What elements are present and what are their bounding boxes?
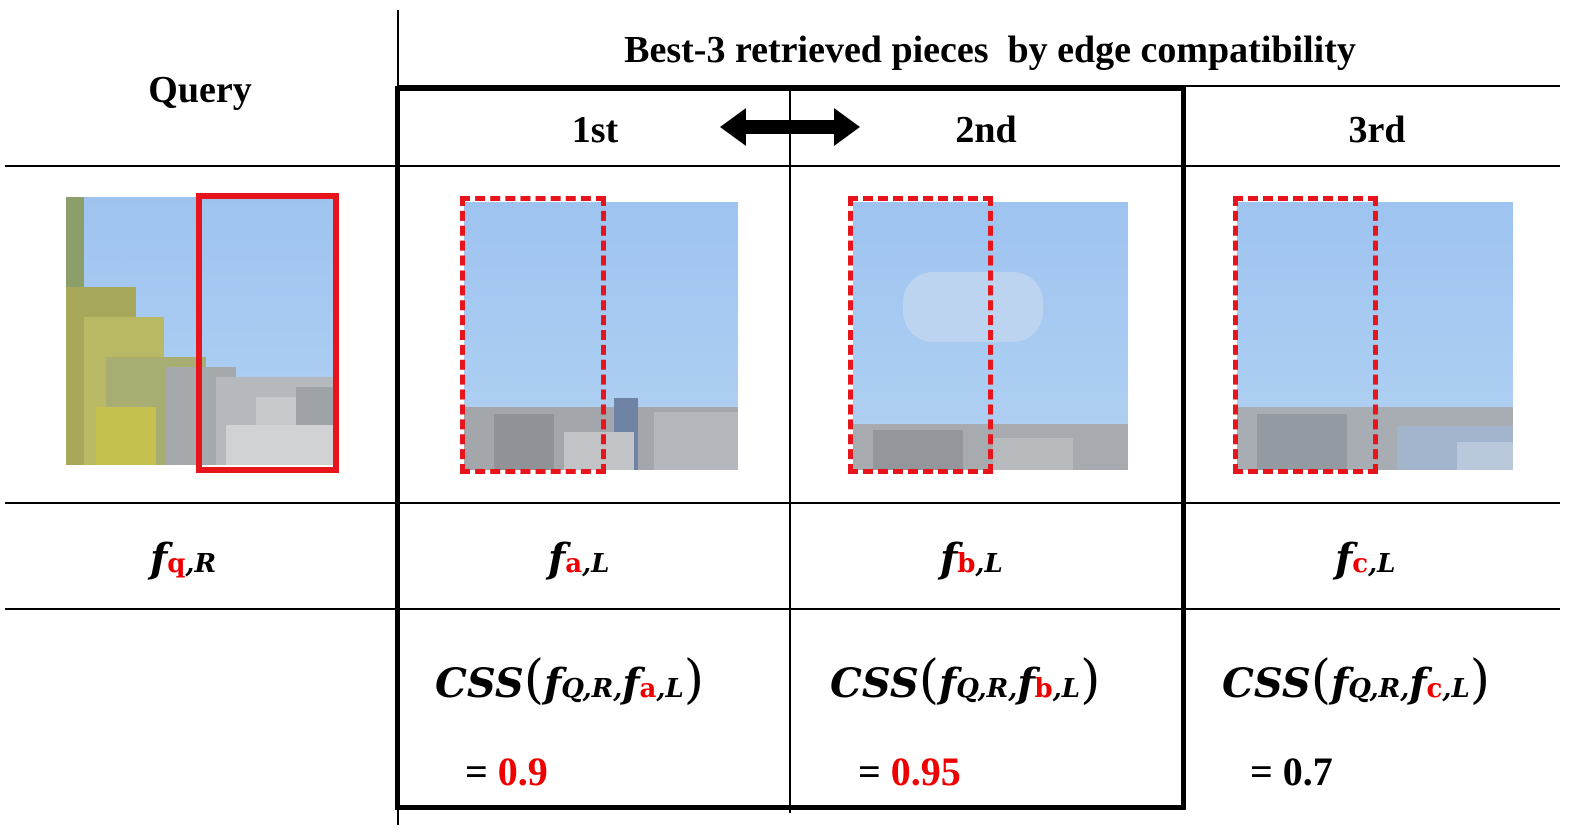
top-2-highlight-box: [395, 86, 1186, 810]
rank-second-label: 2nd: [955, 109, 1017, 151]
first-second-divider: [789, 88, 791, 813]
second-css-formula: CSS(fQ,R,fb,L): [830, 650, 1101, 710]
query-header: Query: [148, 69, 252, 111]
double-headed-arrow-icon: [720, 108, 860, 146]
image-row-bottom-line: [5, 502, 1560, 504]
third-css-formula: CSS(fQ,R,fc,L): [1222, 650, 1491, 710]
first-score-number: 0.9: [497, 749, 548, 794]
third-score-value: = 0.7: [1250, 749, 1333, 794]
feature-row-bottom-line: [5, 608, 1560, 610]
first-feature-label: fa,L: [548, 535, 610, 582]
rank-third-label: 3rd: [1348, 109, 1406, 151]
header-bottom-line: [5, 165, 1560, 167]
second-score-number: 0.95: [890, 749, 961, 794]
first-score-value: = 0.9: [465, 749, 548, 794]
group-title: Best-3 retrieved pieces by edge compatib…: [624, 29, 1356, 71]
third-feature-label: fc,L: [1335, 535, 1396, 582]
second-feature-label: fb,L: [940, 535, 1003, 582]
first-left-edge-highlight: [460, 196, 606, 474]
query-feature-label: fq,R: [150, 535, 217, 582]
rank-first-label: 1st: [571, 109, 619, 151]
second-score-value: = 0.95: [858, 749, 961, 794]
third-left-edge-highlight: [1233, 196, 1378, 474]
first-css-formula: CSS(fQ,R,fa,L): [435, 650, 705, 710]
third-score-number: 0.7: [1282, 749, 1333, 794]
second-left-edge-highlight: [848, 196, 993, 474]
query-right-edge-highlight: [196, 193, 339, 473]
